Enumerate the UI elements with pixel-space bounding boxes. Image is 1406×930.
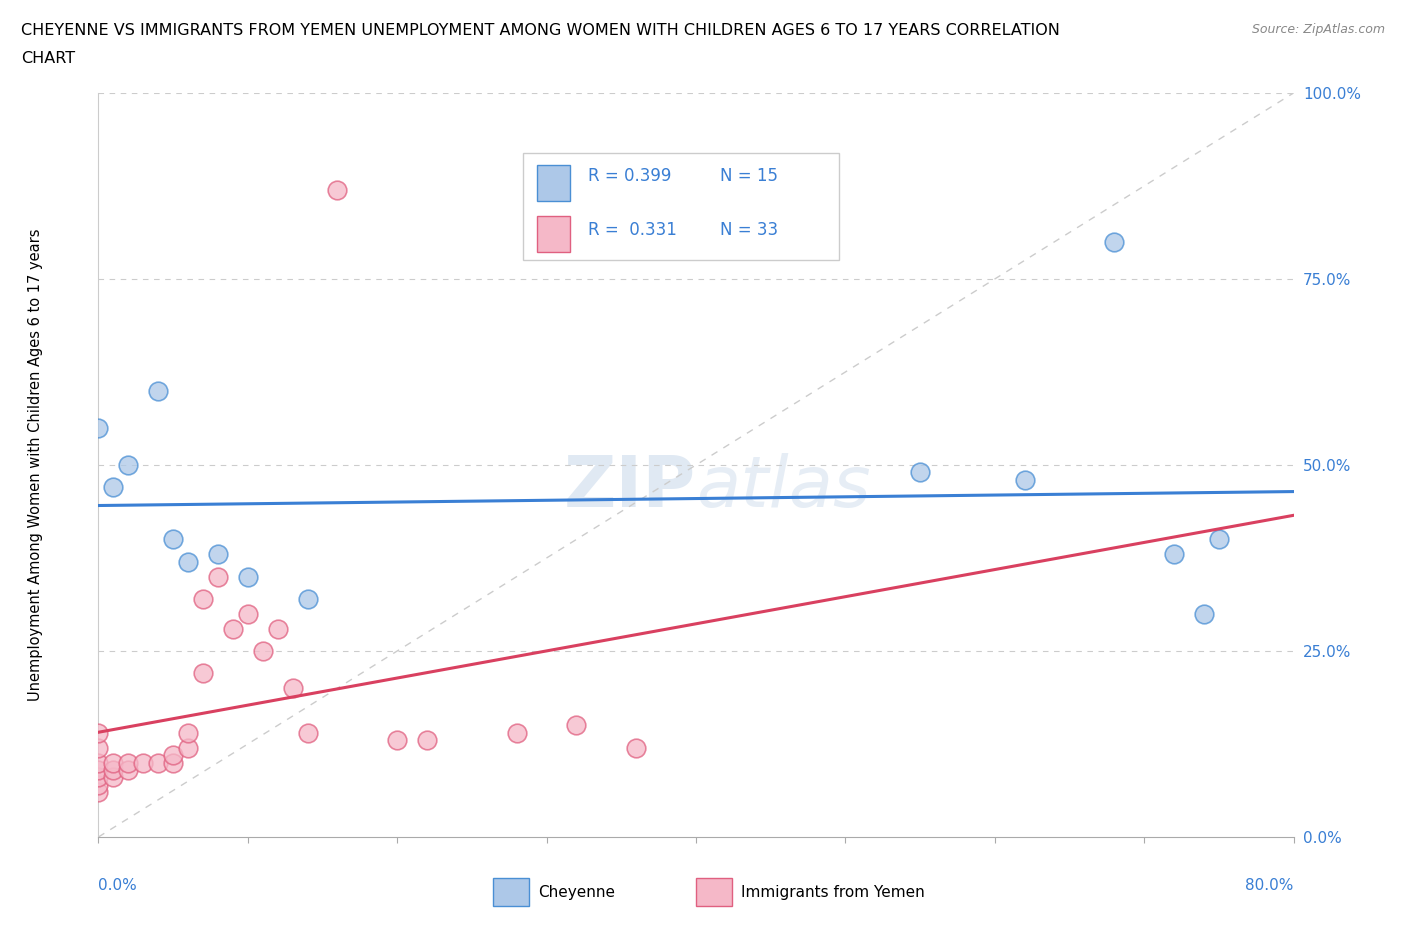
Point [236,606,259,621]
FancyBboxPatch shape [696,878,733,906]
Point [103,480,125,495]
Text: 0.0%: 0.0% [98,878,138,893]
Text: CHART: CHART [21,51,75,66]
Text: 80.0%: 80.0% [1246,878,1294,893]
Point [177,725,200,740]
FancyBboxPatch shape [494,878,529,906]
Text: CHEYENNE VS IMMIGRANTS FROM YEMEN UNEMPLOYMENT AMONG WOMEN WITH CHILDREN AGES 6 : CHEYENNE VS IMMIGRANTS FROM YEMEN UNEMPL… [21,23,1060,38]
Point [222,621,245,636]
FancyBboxPatch shape [537,166,571,201]
Point [565,718,588,733]
Point [207,547,229,562]
Text: atlas: atlas [696,453,870,522]
Point [132,755,155,770]
Point [385,733,409,748]
Point [177,554,200,569]
Point [103,755,125,770]
Point [87,755,110,770]
Point [103,763,125,777]
Point [191,666,214,681]
Point [148,383,170,398]
Point [624,740,647,755]
Point [908,465,931,480]
Text: N = 33: N = 33 [720,221,778,239]
Point [1163,547,1185,562]
Point [297,725,319,740]
Point [191,591,214,606]
Point [236,569,259,584]
Text: Immigrants from Yemen: Immigrants from Yemen [741,885,925,900]
Point [117,763,139,777]
Point [87,763,110,777]
Point [416,733,439,748]
Point [87,420,110,435]
Point [177,740,200,755]
Text: Cheyenne: Cheyenne [538,885,616,900]
Point [281,681,304,696]
Text: ZIP: ZIP [564,453,696,522]
Point [87,777,110,792]
Text: Source: ZipAtlas.com: Source: ZipAtlas.com [1251,23,1385,36]
Point [252,644,274,658]
Point [148,755,170,770]
Point [87,740,110,755]
Point [162,755,184,770]
Text: R = 0.399: R = 0.399 [588,167,672,185]
Point [87,725,110,740]
Text: R =  0.331: R = 0.331 [588,221,678,239]
Point [1192,606,1215,621]
FancyBboxPatch shape [523,153,839,260]
Text: N = 15: N = 15 [720,167,778,185]
Point [267,621,290,636]
Point [1014,472,1036,487]
Point [117,458,139,472]
FancyBboxPatch shape [537,216,571,252]
Point [506,725,529,740]
Point [117,755,139,770]
Text: Unemployment Among Women with Children Ages 6 to 17 years: Unemployment Among Women with Children A… [28,229,42,701]
Point [207,569,229,584]
Point [162,748,184,763]
Point [326,182,349,197]
Point [87,770,110,785]
Point [87,785,110,800]
Point [1104,234,1126,249]
Point [162,532,184,547]
Point [1208,532,1230,547]
Point [103,770,125,785]
Point [297,591,319,606]
